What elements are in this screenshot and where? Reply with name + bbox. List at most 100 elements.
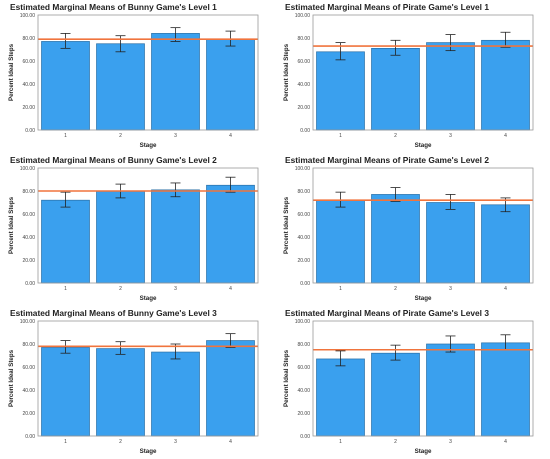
y-tick-label: 100.00 <box>295 166 311 172</box>
chart-svg: Estimated Marginal Means of Pirate Game'… <box>283 155 534 302</box>
bar <box>96 348 145 437</box>
plot-frame <box>37 320 259 437</box>
bar <box>481 204 530 284</box>
chart-panel: Estimated Marginal Means of Bunny Game's… <box>0 153 275 306</box>
y-tick-label: 60.00 <box>297 212 310 218</box>
chart-panel: Estimated Marginal Means of Pirate Game'… <box>275 306 550 459</box>
y-tick-label: 20.00 <box>22 411 35 417</box>
chart-svg: Estimated Marginal Means of Pirate Game'… <box>283 2 534 149</box>
y-axis-title: Percent Ideal Steps <box>8 349 15 407</box>
y-tick-label: 20.00 <box>297 258 310 264</box>
chart-svg: Estimated Marginal Means of Bunny Game's… <box>8 155 259 302</box>
y-tick-label: 40.00 <box>297 235 310 241</box>
x-axis-title: Stage <box>140 448 157 455</box>
y-tick-label: 40.00 <box>22 235 35 241</box>
bar <box>316 358 365 437</box>
y-tick-label: 80.00 <box>297 36 310 42</box>
chart-title: Estimated Marginal Means of Bunny Game's… <box>10 308 217 318</box>
x-axis-title: Stage <box>140 295 157 302</box>
chart-svg: Estimated Marginal Means of Pirate Game'… <box>283 308 534 455</box>
y-tick-label: 20.00 <box>22 105 35 111</box>
y-tick-label: 0.00 <box>25 281 35 287</box>
bar <box>41 199 90 284</box>
bar <box>151 351 200 437</box>
chart-title: Estimated Marginal Means of Pirate Game'… <box>285 2 489 12</box>
x-tick-label: 3 <box>174 133 177 139</box>
bar <box>426 202 475 284</box>
chart-panel: Estimated Marginal Means of Bunny Game's… <box>0 306 275 459</box>
x-tick-label: 3 <box>449 286 452 292</box>
y-tick-label: 100.00 <box>295 319 311 325</box>
x-tick-label: 3 <box>174 286 177 292</box>
plot-frame <box>37 167 259 284</box>
x-axis-title: Stage <box>415 142 432 149</box>
y-tick-label: 20.00 <box>297 411 310 417</box>
x-tick-label: 2 <box>394 439 397 445</box>
y-tick-label: 0.00 <box>300 281 310 287</box>
bar <box>481 39 530 131</box>
y-tick-label: 60.00 <box>297 59 310 65</box>
y-axis-title: Percent Ideal Steps <box>283 196 290 254</box>
y-tick-label: 0.00 <box>300 128 310 134</box>
chart-panel: Estimated Marginal Means of Bunny Game's… <box>0 0 275 153</box>
x-tick-label: 4 <box>504 286 507 292</box>
chart-title: Estimated Marginal Means of Pirate Game'… <box>285 155 489 165</box>
y-tick-label: 40.00 <box>22 82 35 88</box>
x-tick-label: 1 <box>339 133 342 139</box>
x-tick-label: 1 <box>339 439 342 445</box>
bar <box>481 342 530 437</box>
y-tick-label: 100.00 <box>20 13 36 19</box>
y-axis-title: Percent Ideal Steps <box>283 349 290 407</box>
y-axis-title: Percent Ideal Steps <box>8 196 15 254</box>
x-tick-label: 1 <box>64 286 67 292</box>
y-tick-label: 40.00 <box>297 82 310 88</box>
y-tick-label: 100.00 <box>20 319 36 325</box>
plot-frame <box>312 14 534 131</box>
bar <box>41 41 90 131</box>
bar <box>41 347 90 437</box>
bar <box>371 47 420 131</box>
y-tick-label: 80.00 <box>297 189 310 195</box>
x-tick-label: 3 <box>174 439 177 445</box>
y-tick-label: 40.00 <box>297 388 310 394</box>
plot-frame <box>37 14 259 131</box>
chart-title: Estimated Marginal Means of Pirate Game'… <box>285 308 489 318</box>
bar <box>206 38 255 131</box>
y-tick-label: 80.00 <box>22 36 35 42</box>
y-tick-label: 20.00 <box>22 258 35 264</box>
x-tick-label: 2 <box>394 133 397 139</box>
y-axis-title: Percent Ideal Steps <box>8 43 15 101</box>
y-tick-label: 20.00 <box>297 105 310 111</box>
bar <box>151 33 200 131</box>
y-tick-label: 80.00 <box>22 342 35 348</box>
x-tick-label: 4 <box>504 133 507 139</box>
chart-svg: Estimated Marginal Means of Bunny Game's… <box>8 308 259 455</box>
y-tick-label: 60.00 <box>22 365 35 371</box>
x-axis-title: Stage <box>415 448 432 455</box>
bar <box>151 189 200 284</box>
y-tick-label: 0.00 <box>300 434 310 440</box>
y-tick-label: 80.00 <box>22 189 35 195</box>
y-tick-label: 100.00 <box>20 166 36 172</box>
y-tick-label: 40.00 <box>22 388 35 394</box>
bar <box>426 42 475 131</box>
bar <box>206 184 255 284</box>
x-axis-title: Stage <box>140 142 157 149</box>
bar <box>371 194 420 284</box>
y-tick-label: 80.00 <box>297 342 310 348</box>
bar <box>96 190 145 284</box>
x-tick-label: 1 <box>64 439 67 445</box>
plot-frame <box>312 320 534 437</box>
x-tick-label: 4 <box>229 133 232 139</box>
chart-panel: Estimated Marginal Means of Pirate Game'… <box>275 153 550 306</box>
bar <box>316 199 365 284</box>
bar <box>426 343 475 437</box>
x-tick-label: 3 <box>449 439 452 445</box>
bar <box>206 340 255 437</box>
chart-panel: Estimated Marginal Means of Pirate Game'… <box>275 0 550 153</box>
x-tick-label: 1 <box>64 133 67 139</box>
y-tick-label: 60.00 <box>22 59 35 65</box>
x-tick-label: 2 <box>394 286 397 292</box>
bar <box>371 352 420 437</box>
